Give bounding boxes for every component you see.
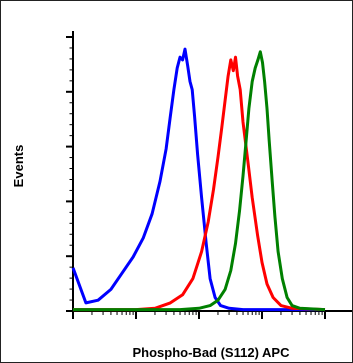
- x-axis-title: Phospho-Bad (S112) APC: [133, 345, 291, 360]
- histogram-series-1: [71, 47, 325, 312]
- y-axis-title: Events: [11, 145, 26, 188]
- histogram-series-2: [73, 55, 326, 312]
- plot-area: [66, 31, 352, 319]
- histogram-series-3: [73, 50, 326, 312]
